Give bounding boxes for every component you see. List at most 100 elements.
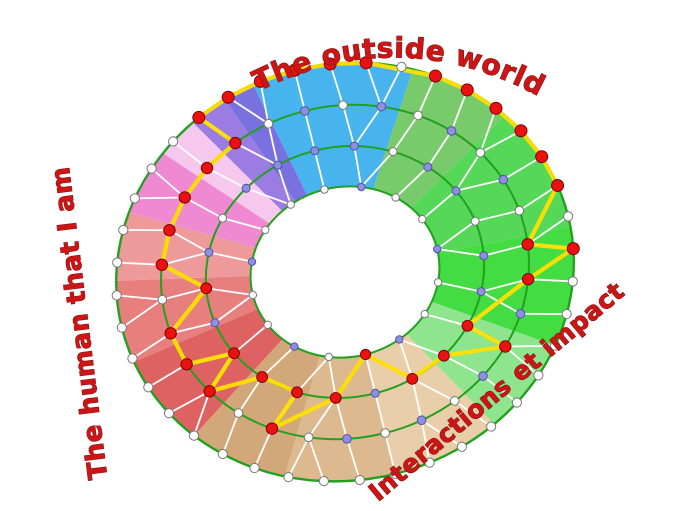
node xyxy=(192,110,206,124)
node xyxy=(380,428,390,438)
mesh-edge xyxy=(420,419,431,464)
node xyxy=(200,161,214,175)
node xyxy=(413,110,423,121)
mesh-edge xyxy=(221,217,267,231)
sector xyxy=(116,275,258,362)
node xyxy=(406,372,419,385)
mesh-edge xyxy=(206,167,248,190)
sector xyxy=(224,84,308,202)
node xyxy=(376,101,387,112)
hole xyxy=(250,186,440,358)
node xyxy=(127,353,138,364)
node xyxy=(424,457,435,468)
mesh-edge xyxy=(253,427,273,469)
node xyxy=(249,462,260,474)
node xyxy=(396,61,407,73)
mesh-edge xyxy=(450,89,469,132)
mesh-edge xyxy=(420,419,463,448)
node xyxy=(423,162,433,172)
node xyxy=(567,276,578,287)
mesh-edge xyxy=(213,294,254,324)
mesh-edge xyxy=(233,323,269,355)
node xyxy=(233,408,244,418)
mesh-edge xyxy=(502,155,543,181)
mesh-edge xyxy=(482,243,529,257)
mesh-edge xyxy=(480,278,530,293)
sector xyxy=(253,62,414,196)
node xyxy=(476,287,486,297)
node xyxy=(221,90,235,104)
mesh-edge xyxy=(307,397,337,439)
node xyxy=(498,174,509,185)
mesh-edge xyxy=(527,278,574,283)
node xyxy=(320,185,329,194)
node xyxy=(511,397,522,408)
mesh-edge xyxy=(364,353,377,395)
node xyxy=(550,340,561,351)
mesh-edge xyxy=(380,66,403,108)
node xyxy=(432,244,442,254)
sector xyxy=(194,339,320,477)
node xyxy=(263,118,274,129)
mesh-edge xyxy=(479,107,497,154)
node xyxy=(390,468,401,479)
mesh-edge xyxy=(342,104,356,147)
mesh-edge xyxy=(245,187,292,206)
node xyxy=(521,273,535,286)
node xyxy=(515,308,526,319)
mesh-edge xyxy=(455,151,482,192)
node xyxy=(210,318,220,328)
node xyxy=(180,358,193,371)
sector xyxy=(192,99,296,212)
mesh-edge xyxy=(168,390,211,415)
sector xyxy=(411,115,571,254)
node xyxy=(248,290,258,300)
node xyxy=(470,216,480,226)
label-human-that-i-am: The human that I am xyxy=(46,165,114,481)
mesh-edge xyxy=(221,412,240,455)
node xyxy=(359,56,373,70)
node xyxy=(116,322,127,333)
node xyxy=(129,193,140,204)
node xyxy=(168,136,179,147)
node xyxy=(290,342,299,351)
node xyxy=(286,200,295,209)
node xyxy=(479,251,489,261)
mesh-edge xyxy=(479,129,522,154)
node xyxy=(338,100,348,110)
mesh-edge xyxy=(398,338,445,357)
node xyxy=(451,186,461,196)
node xyxy=(449,396,460,406)
node xyxy=(303,432,314,443)
node xyxy=(561,308,572,320)
node xyxy=(486,421,497,432)
node xyxy=(217,448,228,460)
mesh-edge xyxy=(168,229,210,254)
node xyxy=(164,327,177,340)
mesh-edge xyxy=(120,298,164,329)
mesh-edge xyxy=(384,432,397,475)
node xyxy=(433,278,443,287)
node xyxy=(566,242,580,256)
mesh-edge xyxy=(193,390,211,437)
mesh-edge xyxy=(526,215,570,246)
mesh-edge xyxy=(276,164,292,206)
mesh-edge xyxy=(455,178,505,192)
node xyxy=(395,335,404,344)
node xyxy=(535,150,549,164)
node xyxy=(318,476,329,487)
node xyxy=(253,74,267,88)
node xyxy=(163,408,175,419)
mesh-edge xyxy=(518,184,559,212)
mesh-edge xyxy=(353,145,363,188)
mesh-edge xyxy=(482,375,518,404)
mesh-edge xyxy=(261,345,296,378)
mesh-edge xyxy=(329,63,344,107)
node xyxy=(283,471,294,483)
mesh-edge xyxy=(411,377,423,422)
node xyxy=(118,224,129,236)
node xyxy=(111,290,122,301)
mesh-edge xyxy=(374,392,387,434)
mesh-edge xyxy=(504,345,540,377)
node xyxy=(178,191,191,204)
